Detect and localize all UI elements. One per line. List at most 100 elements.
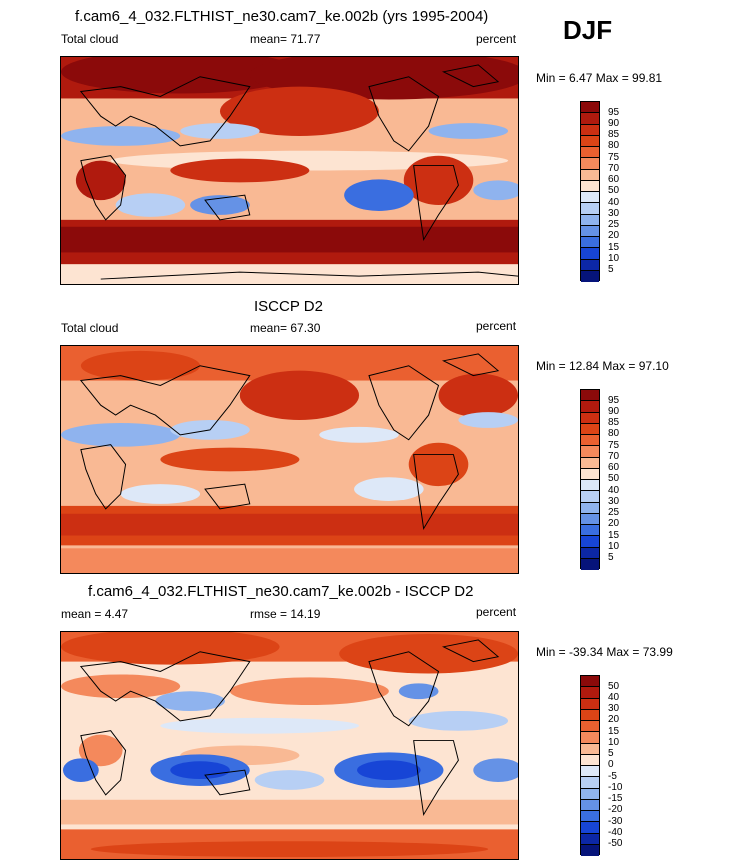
colorbar-swatch <box>581 124 599 136</box>
colorbar-swatch <box>581 423 599 435</box>
colorbar-tick-label: 5 <box>608 552 614 563</box>
colorbar-tick-label: -40 <box>608 827 623 838</box>
colorbar-tick-label: 15 <box>608 726 620 737</box>
colorbar-tick-label: 20 <box>608 714 620 725</box>
colorbar-tick-label: 25 <box>608 219 620 230</box>
season-label: DJF <box>563 15 613 45</box>
colorbar-tick-label: -50 <box>608 838 623 849</box>
colorbar-swatch <box>581 401 599 413</box>
units-label: percent <box>476 319 517 333</box>
colorbar-tick-label: 85 <box>608 129 620 140</box>
colorbar-tick-label: 80 <box>608 140 620 151</box>
colorbar-swatch <box>581 709 599 721</box>
colorbar-swatch <box>581 435 599 447</box>
colorbar-swatch <box>581 754 599 766</box>
mean-label: mean= 67.30 <box>250 321 321 335</box>
colorbar-tick-label: 80 <box>608 428 620 439</box>
colorbar-swatch <box>581 169 599 181</box>
colorbar-swatch <box>581 113 599 125</box>
colorbar-swatch <box>581 833 599 845</box>
colorbar-tick-label: 95 <box>608 395 620 406</box>
map-plot <box>60 56 519 285</box>
colorbar-tick-label: 50 <box>608 473 620 484</box>
colorbar-tick-label: 75 <box>608 440 620 451</box>
colorbar-tick-label: 40 <box>608 692 620 703</box>
map-field <box>61 346 518 573</box>
colorbar-swatch <box>581 412 599 424</box>
colorbar-swatch <box>581 721 599 733</box>
mean-label: mean= 71.77 <box>250 32 321 46</box>
colorbar-tick-label: 50 <box>608 681 620 692</box>
minmax-label: Min = -39.34 Max = 73.99 <box>536 645 673 659</box>
colorbar-tick-label: 20 <box>608 230 620 241</box>
colorbar <box>580 101 600 282</box>
colorbar-tick-label: 60 <box>608 462 620 473</box>
colorbar-swatch <box>581 844 599 856</box>
colorbar-swatch <box>581 788 599 800</box>
colorbar-tick-label: 5 <box>608 748 614 759</box>
colorbar-swatch <box>581 135 599 147</box>
colorbar-swatch <box>581 237 599 249</box>
colorbar-swatch <box>581 203 599 215</box>
colorbar-tick-label: -20 <box>608 804 623 815</box>
map-plot <box>60 631 519 860</box>
colorbar-tick-label: -15 <box>608 793 623 804</box>
colorbar-tick-label: 40 <box>608 485 620 496</box>
colorbar-tick-label: 5 <box>608 264 614 275</box>
colorbar-swatch <box>581 158 599 170</box>
colorbar-tick-label: 0 <box>608 759 614 770</box>
colorbar-tick-label: -5 <box>608 771 617 782</box>
mean-label: mean = 4.47 <box>61 607 129 621</box>
colorbar-tick-label: 75 <box>608 152 620 163</box>
colorbar-tick-label: 10 <box>608 737 620 748</box>
units-label: percent <box>476 32 517 46</box>
colorbar-swatch <box>581 732 599 744</box>
minmax-label: Min = 12.84 Max = 97.10 <box>536 359 669 373</box>
colorbar-tick-label: 95 <box>608 107 620 118</box>
colorbar-swatch <box>581 446 599 458</box>
colorbar-swatch <box>581 491 599 503</box>
colorbar-swatch <box>581 558 599 570</box>
colorbar-tick-label: 60 <box>608 174 620 185</box>
rmse-label: rmse = 14.19 <box>250 607 321 621</box>
colorbar-swatch <box>581 766 599 778</box>
colorbar-swatch <box>581 102 599 114</box>
panel-title: f.cam6_4_032.FLTHIST_ne30.cam7_ke.002b (… <box>75 8 489 25</box>
colorbar-tick-label: -30 <box>608 816 623 827</box>
colorbar-swatch <box>581 777 599 789</box>
colorbar-swatch <box>581 390 599 402</box>
variable-label: Total cloud <box>61 321 119 335</box>
colorbar-swatch <box>581 457 599 469</box>
colorbar <box>580 675 600 856</box>
colorbar-tick-label: 20 <box>608 518 620 529</box>
colorbar-swatch <box>581 698 599 710</box>
map-plot <box>60 345 519 574</box>
map-field <box>61 57 518 284</box>
colorbar-swatch <box>581 192 599 204</box>
colorbar-swatch <box>581 687 599 699</box>
colorbar-tick-label: 70 <box>608 163 620 174</box>
colorbar-swatch <box>581 799 599 811</box>
colorbar-tick-label: 90 <box>608 118 620 129</box>
colorbar-swatch <box>581 147 599 159</box>
colorbar-tick-label: 40 <box>608 197 620 208</box>
colorbar-swatch <box>581 502 599 514</box>
colorbar-tick-label: 50 <box>608 185 620 196</box>
colorbar-tick-label: 15 <box>608 242 620 253</box>
map-field <box>61 632 518 859</box>
panel-title: f.cam6_4_032.FLTHIST_ne30.cam7_ke.002b -… <box>88 583 474 600</box>
colorbar-tick-label: 85 <box>608 417 620 428</box>
variable-label: Total cloud <box>61 32 119 46</box>
colorbar-tick-label: 90 <box>608 406 620 417</box>
colorbar-tick-label: 25 <box>608 507 620 518</box>
colorbar-tick-label: 15 <box>608 530 620 541</box>
colorbar-tick-label: 30 <box>608 496 620 507</box>
colorbar-swatch <box>581 270 599 282</box>
colorbar-swatch <box>581 513 599 525</box>
colorbar-tick-label: -10 <box>608 782 623 793</box>
colorbar-swatch <box>581 676 599 688</box>
minmax-label: Min = 6.47 Max = 99.81 <box>536 71 663 85</box>
colorbar-tick-label: 30 <box>608 208 620 219</box>
colorbar-swatch <box>581 822 599 834</box>
colorbar-swatch <box>581 180 599 192</box>
